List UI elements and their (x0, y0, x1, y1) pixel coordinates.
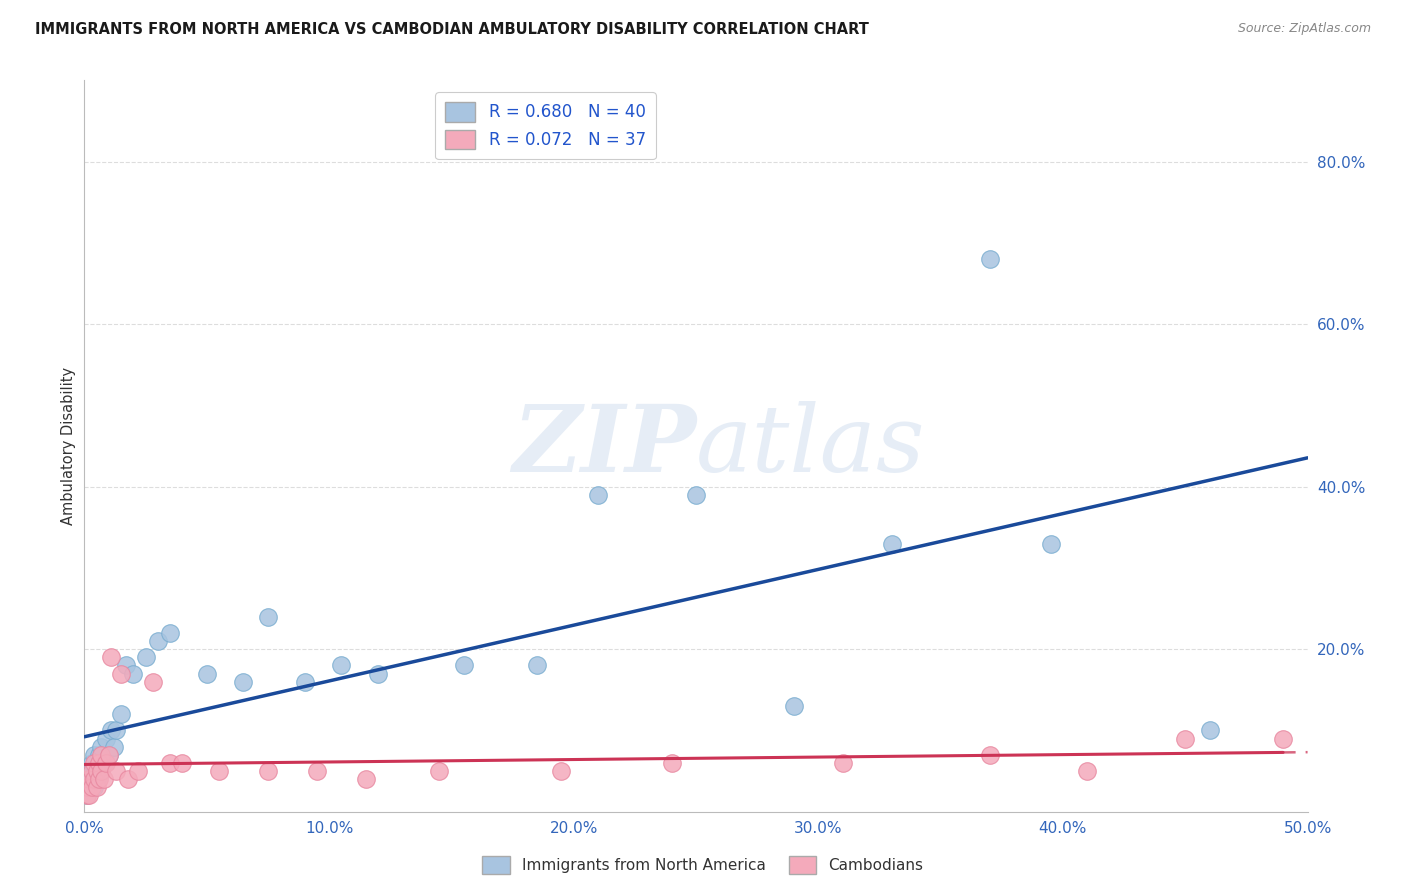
Point (86, 780, 108, 795)
Point (93, 756, 115, 770)
Point (142, 674, 165, 689)
Point (103, 739, 125, 754)
Point (77, 789, 100, 803)
Point (257, 764, 280, 778)
Point (208, 764, 231, 778)
Point (979, 252, 1001, 266)
Point (76, 780, 98, 795)
Point (831, 756, 853, 770)
Point (122, 666, 145, 681)
Point (232, 674, 254, 689)
Point (880, 536, 903, 550)
Point (90, 764, 112, 778)
Point (1272, 731, 1295, 746)
Point (80, 756, 103, 770)
Point (96, 731, 118, 746)
Point (550, 764, 572, 778)
Point (77, 772, 100, 787)
Point (115, 658, 138, 673)
Point (110, 707, 132, 722)
Point (83, 772, 105, 787)
Point (685, 488, 707, 502)
Point (76, 789, 98, 803)
Point (87, 747, 110, 762)
Point (76, 789, 98, 803)
Point (105, 723, 128, 738)
Text: ZIP: ZIP (512, 401, 696, 491)
Point (83, 747, 105, 762)
Point (127, 764, 149, 778)
Text: IMMIGRANTS FROM NORTH AMERICA VS CAMBODIAN AMBULATORY DISABILITY CORRELATION CHA: IMMIGRANTS FROM NORTH AMERICA VS CAMBODI… (35, 22, 869, 37)
Point (80, 780, 103, 795)
Point (77, 780, 100, 795)
Point (146, 634, 169, 648)
Point (661, 756, 683, 770)
Point (1039, 536, 1062, 550)
Point (586, 488, 609, 502)
Point (427, 764, 450, 778)
Point (100, 723, 122, 738)
Text: atlas: atlas (696, 401, 925, 491)
Legend: R = 0.680   N = 40, R = 0.072   N = 37: R = 0.680 N = 40, R = 0.072 N = 37 (436, 92, 655, 159)
Point (330, 658, 353, 673)
Point (86, 772, 108, 787)
Point (305, 764, 328, 778)
Point (80, 764, 103, 778)
Point (90, 764, 112, 778)
Point (979, 747, 1001, 762)
Point (83, 780, 105, 795)
Point (97, 747, 120, 762)
Y-axis label: Ambulatory Disability: Ambulatory Disability (60, 367, 76, 525)
Point (87, 772, 110, 787)
Point (110, 666, 132, 681)
Point (87, 756, 110, 770)
Point (87, 756, 110, 770)
Point (77, 772, 100, 787)
Point (783, 699, 806, 714)
Point (80, 764, 103, 778)
Point (526, 658, 548, 673)
Point (86, 764, 108, 778)
Point (97, 747, 120, 762)
Point (172, 756, 194, 770)
Point (100, 650, 122, 665)
Point (354, 772, 377, 787)
Point (1198, 723, 1220, 738)
Point (1174, 731, 1197, 746)
Point (367, 666, 389, 681)
Point (1076, 764, 1098, 778)
Point (159, 626, 181, 640)
Point (93, 772, 115, 787)
Point (90, 747, 112, 762)
Point (105, 764, 128, 778)
Point (83, 756, 105, 770)
Point (159, 756, 181, 770)
Point (90, 739, 112, 754)
Legend: Immigrants from North America, Cambodians: Immigrants from North America, Cambodian… (477, 850, 929, 880)
Point (453, 658, 475, 673)
Point (257, 609, 280, 624)
Point (294, 674, 316, 689)
Point (96, 756, 118, 770)
Point (117, 772, 139, 787)
Point (135, 650, 157, 665)
Point (86, 764, 108, 778)
Point (195, 666, 218, 681)
Text: Source: ZipAtlas.com: Source: ZipAtlas.com (1237, 22, 1371, 36)
